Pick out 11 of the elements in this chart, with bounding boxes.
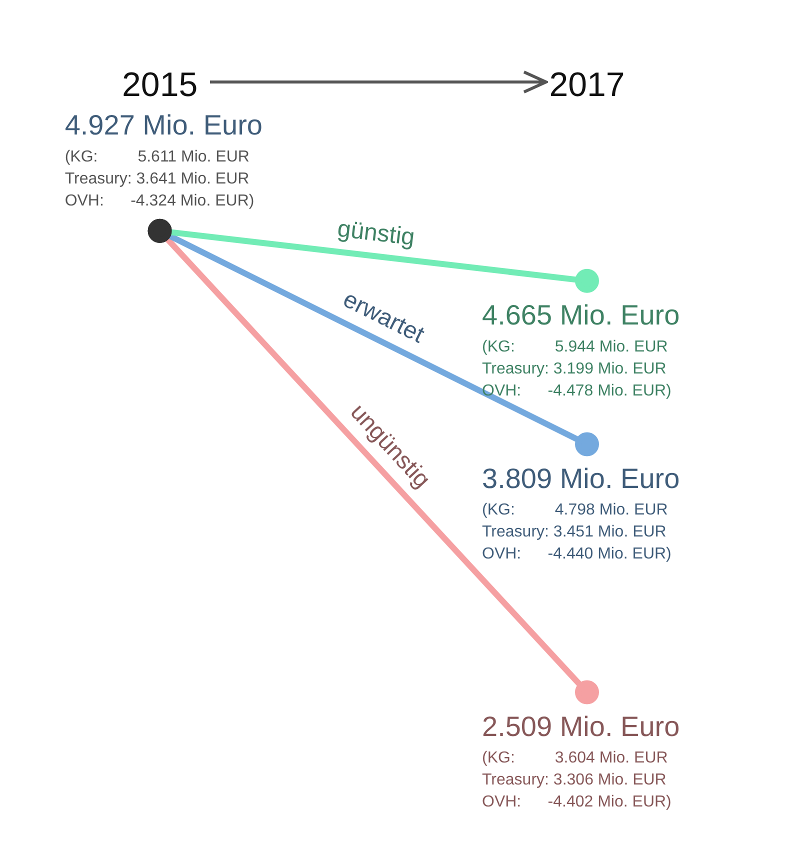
data-label: 4.665 Mio. Euro	[482, 300, 680, 331]
data-label: 3.809 Mio. Euro	[482, 462, 680, 494]
text: (KG: 5.611 Mio. EUR Treasury: 3.641 Mio. EUR OVH: -4.324 Mio. EUR)	[64, 148, 254, 210]
data-label: 2.509 Mio. Euro	[482, 711, 680, 742]
text: (KG: 3.604 Mio. EUR Treasury: 3.306 Mio. EUR OVH: -4.402 Mio. EUR)	[482, 750, 672, 811]
x-tick-label: 2015	[122, 66, 198, 104]
text: günstig	[336, 215, 416, 252]
annotation: (KG: 5.944 Mio. EUR Treasury: 3.199 Mio. EUR OVH: -4.478 Mio. EUR)	[482, 338, 672, 400]
data-label: 4.927 Mio. Euro	[64, 110, 262, 141]
annotation: (KG: 4.798 Mio. EUR Treasury: 3.451 Mio. EUR OVH: -4.440 Mio. EUR)	[482, 502, 672, 563]
x-tick-label: 2017	[549, 66, 625, 104]
